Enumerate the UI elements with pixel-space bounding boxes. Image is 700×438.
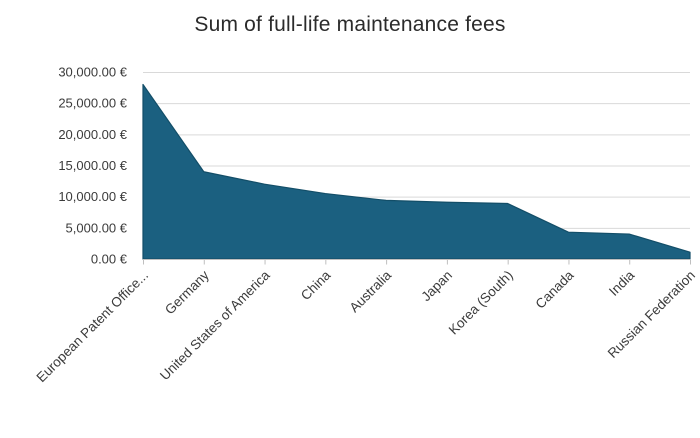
y-axis-label: 25,000.00 € <box>58 96 127 111</box>
x-axis-label: China <box>298 267 334 303</box>
y-axis-label: 20,000.00 € <box>58 127 127 142</box>
x-axis-label: Japan <box>418 268 455 305</box>
x-axis-label: United States of America <box>157 267 273 383</box>
area-series <box>142 83 691 260</box>
x-axis-label: Germany <box>162 267 212 317</box>
y-axis-label: 15,000.00 € <box>58 158 127 173</box>
x-axis-label: Canada <box>533 267 577 311</box>
y-axis-label: 30,000.00 € <box>58 65 127 80</box>
y-axis-label: 0.00 € <box>91 252 128 267</box>
x-axis-label: European Patent Office... <box>33 268 151 386</box>
x-axis-label: India <box>606 267 638 299</box>
x-axis-label: Korea (South) <box>446 268 516 338</box>
y-axis-label: 10,000.00 € <box>58 189 127 204</box>
chart-title: Sum of full-life maintenance fees <box>194 13 506 36</box>
x-axis-label: Australia <box>346 267 394 315</box>
y-axis-label: 5,000.00 € <box>66 220 128 235</box>
